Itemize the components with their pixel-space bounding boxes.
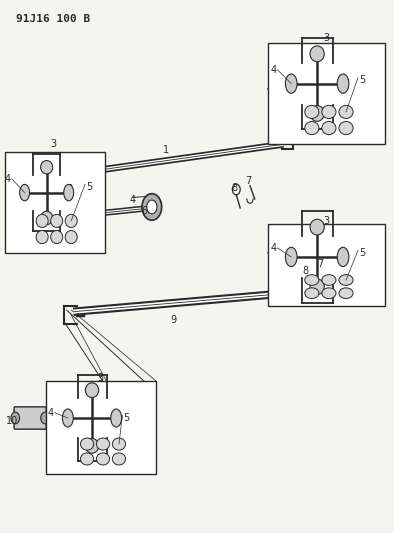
Text: 5: 5 xyxy=(123,413,130,423)
Ellipse shape xyxy=(80,438,94,450)
Ellipse shape xyxy=(20,184,30,201)
Text: 2: 2 xyxy=(66,184,72,195)
Ellipse shape xyxy=(64,184,74,201)
Ellipse shape xyxy=(339,122,353,135)
Text: 3: 3 xyxy=(51,139,57,149)
Text: 9: 9 xyxy=(170,314,177,325)
Text: 3: 3 xyxy=(323,33,330,43)
Ellipse shape xyxy=(337,74,349,93)
Text: 4: 4 xyxy=(271,243,277,253)
Ellipse shape xyxy=(65,214,77,228)
Ellipse shape xyxy=(65,230,77,244)
Text: 5: 5 xyxy=(359,76,365,85)
Ellipse shape xyxy=(41,160,53,174)
FancyBboxPatch shape xyxy=(5,152,105,253)
Ellipse shape xyxy=(310,279,324,295)
Ellipse shape xyxy=(322,288,336,298)
Text: 3: 3 xyxy=(323,216,330,227)
Text: 4: 4 xyxy=(129,195,135,205)
Ellipse shape xyxy=(80,453,94,465)
Ellipse shape xyxy=(85,383,98,398)
Text: 5: 5 xyxy=(359,248,365,258)
Ellipse shape xyxy=(339,106,353,118)
Ellipse shape xyxy=(305,288,319,298)
Text: 1: 1 xyxy=(163,144,169,155)
Text: 4: 4 xyxy=(48,408,54,418)
Ellipse shape xyxy=(339,288,353,298)
Ellipse shape xyxy=(112,438,126,450)
Ellipse shape xyxy=(36,214,48,228)
Ellipse shape xyxy=(62,409,73,427)
Text: 91J16 100 B: 91J16 100 B xyxy=(17,14,91,24)
Ellipse shape xyxy=(305,106,319,118)
Ellipse shape xyxy=(310,46,324,62)
Ellipse shape xyxy=(51,214,63,228)
Text: 8: 8 xyxy=(302,266,308,276)
Ellipse shape xyxy=(112,453,126,465)
Text: 6: 6 xyxy=(141,206,147,216)
FancyBboxPatch shape xyxy=(14,407,46,429)
FancyBboxPatch shape xyxy=(268,224,385,306)
Text: 7: 7 xyxy=(318,259,324,269)
FancyBboxPatch shape xyxy=(46,381,156,474)
Ellipse shape xyxy=(322,274,336,285)
Ellipse shape xyxy=(285,247,297,266)
Ellipse shape xyxy=(85,439,98,453)
Ellipse shape xyxy=(310,219,324,235)
Text: 10: 10 xyxy=(6,416,18,426)
Text: 8: 8 xyxy=(231,183,237,193)
Ellipse shape xyxy=(41,211,53,225)
Text: 2: 2 xyxy=(66,184,72,195)
Ellipse shape xyxy=(339,274,353,285)
Ellipse shape xyxy=(337,247,349,266)
Ellipse shape xyxy=(111,409,122,427)
Circle shape xyxy=(147,200,157,214)
Ellipse shape xyxy=(285,74,297,93)
Ellipse shape xyxy=(97,438,110,450)
Ellipse shape xyxy=(322,106,336,118)
Text: 4: 4 xyxy=(5,174,11,184)
Text: 5: 5 xyxy=(86,182,92,192)
Ellipse shape xyxy=(305,122,319,135)
Ellipse shape xyxy=(310,106,324,122)
Circle shape xyxy=(11,412,20,424)
Text: 3: 3 xyxy=(98,373,104,383)
Circle shape xyxy=(41,412,49,424)
Ellipse shape xyxy=(51,230,63,244)
FancyBboxPatch shape xyxy=(268,43,385,144)
Text: 7: 7 xyxy=(245,176,251,187)
Ellipse shape xyxy=(305,274,319,285)
Ellipse shape xyxy=(97,453,110,465)
Circle shape xyxy=(142,193,162,220)
Ellipse shape xyxy=(36,230,48,244)
Text: 4: 4 xyxy=(271,65,277,75)
Ellipse shape xyxy=(322,122,336,135)
